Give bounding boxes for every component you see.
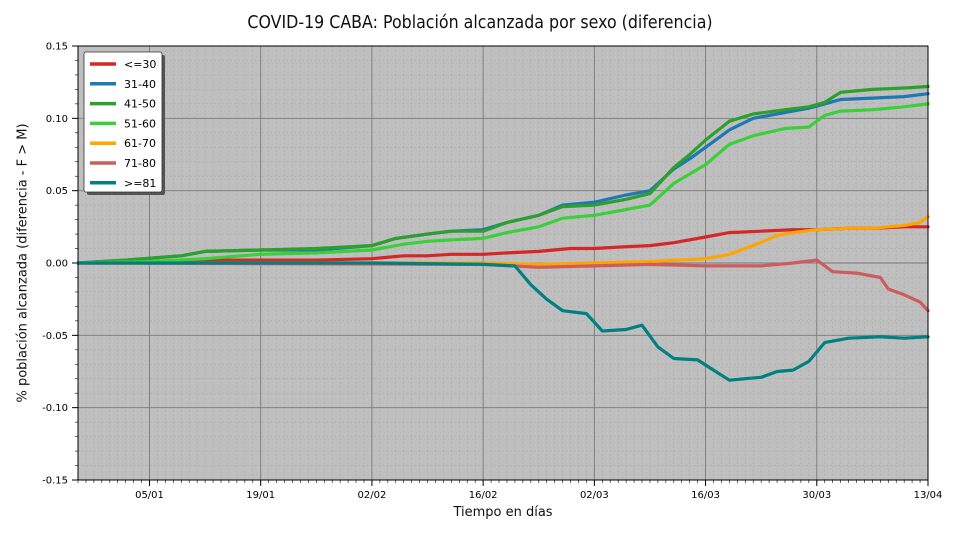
y-axis-label: % población alcanzada (diferencia - F > …	[15, 123, 31, 403]
legend-label-1: 31-40	[124, 78, 156, 91]
x-tick-label: 02/03	[580, 490, 609, 501]
chart-title: COVID-19 CABA: Población alcanzada por s…	[247, 12, 713, 33]
legend-label-5: 71-80	[124, 157, 156, 170]
x-tick-label: 19/01	[246, 490, 275, 501]
y-tick-label: -0.05	[42, 331, 68, 342]
x-tick-label: 30/03	[802, 490, 831, 501]
y-tick-label: 0.10	[46, 114, 68, 125]
y-tick-label: 0.00	[46, 259, 68, 270]
legend-box	[83, 51, 163, 193]
x-tick-label: 16/02	[469, 490, 498, 501]
x-tick-label: 16/03	[691, 490, 720, 501]
legend-label-4: 61-70	[124, 137, 156, 150]
x-tick-label: 02/02	[358, 490, 387, 501]
y-tick-label: 0.05	[46, 186, 68, 197]
legend-label-2: 41-50	[124, 98, 156, 111]
x-axis-label: Tiempo en días	[453, 505, 553, 520]
x-tick-label: 13/04	[914, 490, 943, 501]
series-line-6	[76, 261, 930, 382]
x-tick-label: 05/01	[135, 490, 164, 501]
y-tick-label: -0.10	[42, 403, 68, 414]
y-tick-label: 0.15	[46, 42, 68, 53]
series-line-5	[76, 258, 930, 313]
plot-frame	[77, 45, 929, 481]
legend-label-6: >=81	[124, 177, 156, 190]
series-line-3	[76, 102, 930, 265]
series-line-4	[76, 215, 930, 266]
legend-label-0: <=30	[124, 58, 156, 71]
series-line-2	[76, 84, 930, 265]
y-tick-label: -0.15	[42, 476, 68, 487]
legend-label-3: 51-60	[124, 117, 156, 130]
